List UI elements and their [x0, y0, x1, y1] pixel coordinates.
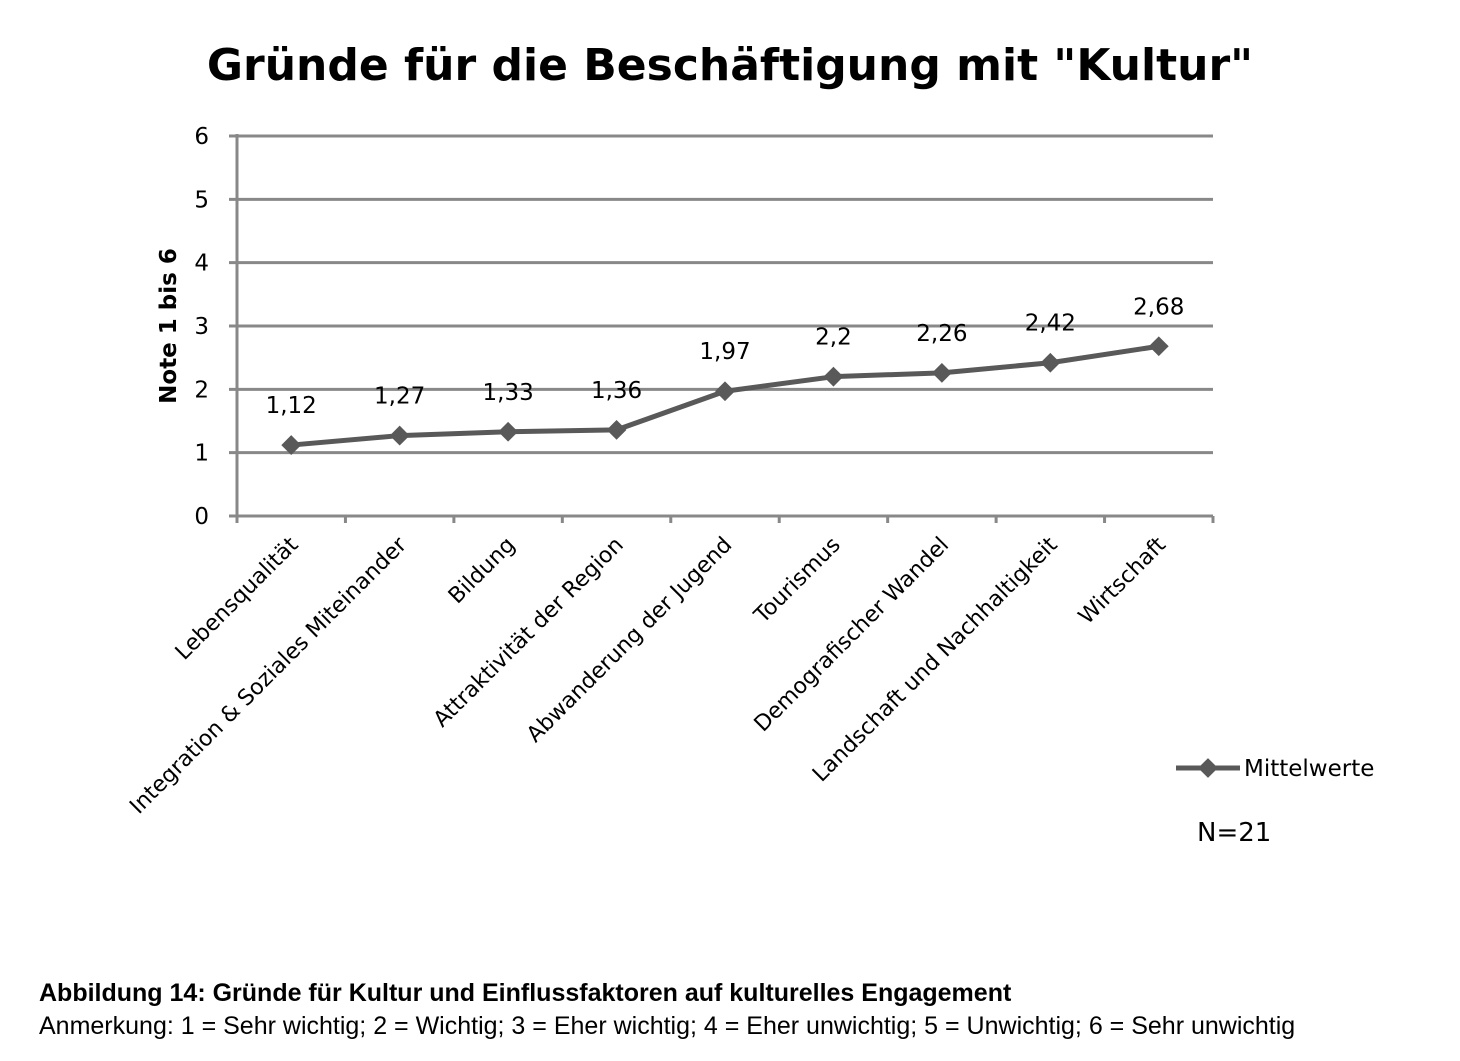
legend: Mittelwerte [1176, 756, 1374, 782]
data-label: 2,2 [815, 325, 852, 351]
data-point-diamond [715, 381, 735, 402]
x-category-label: Attraktivität der Region [429, 533, 629, 733]
x-category-label: Tourismus [749, 533, 846, 630]
legend-label: Mittelwerte [1244, 756, 1374, 782]
data-label: 2,68 [1133, 294, 1184, 320]
data-point-diamond [389, 425, 410, 446]
x-category-label: Demografischer Wandel [750, 533, 954, 737]
y-tick-label: 2 [194, 377, 209, 403]
data-label: 1,33 [483, 380, 534, 406]
y-tick-label: 4 [194, 251, 209, 277]
x-category-label: Wirtschaft [1074, 532, 1171, 629]
data-label: 2,26 [916, 321, 967, 347]
y-tick-label: 3 [194, 314, 209, 340]
sample-size-annotation: N=21 [1197, 818, 1271, 848]
x-category-label: Bildung [444, 533, 520, 609]
x-category-label: Landschaft und Nachhaltigkeit [808, 532, 1063, 787]
data-label: 1,36 [591, 378, 642, 404]
figure-note: Anmerkung: 1 = Sehr wichtig; 2 = Wichtig… [39, 1012, 1296, 1040]
data-point-diamond [823, 366, 844, 387]
data-point-diamond [931, 362, 952, 383]
data-point-diamond [498, 421, 519, 442]
data-point-diamond [1040, 352, 1061, 373]
y-tick-label: 5 [194, 187, 209, 213]
y-tick-label: 6 [194, 124, 209, 150]
data-label: 1,97 [699, 339, 750, 365]
y-tick-label: 1 [194, 441, 209, 467]
data-point-diamond [606, 419, 627, 440]
data-point-diamond [281, 435, 302, 455]
figure-caption: Abbildung 14: Gründe für Kultur und Einf… [39, 979, 1012, 1007]
data-label: 1,12 [266, 393, 317, 419]
chart-title: Gründe für die Beschäftigung mit "Kultur… [207, 40, 1253, 91]
legend-marker-diamond-icon [1198, 758, 1218, 778]
y-tick-label: 0 [194, 504, 209, 530]
data-label: 1,27 [374, 384, 425, 410]
data-point-diamond [1148, 336, 1169, 357]
data-label: 2,42 [1025, 311, 1076, 337]
x-category-label: Abwanderung der Jugend [522, 533, 737, 748]
y-axis-label: Note 1 bis 6 [156, 248, 182, 404]
